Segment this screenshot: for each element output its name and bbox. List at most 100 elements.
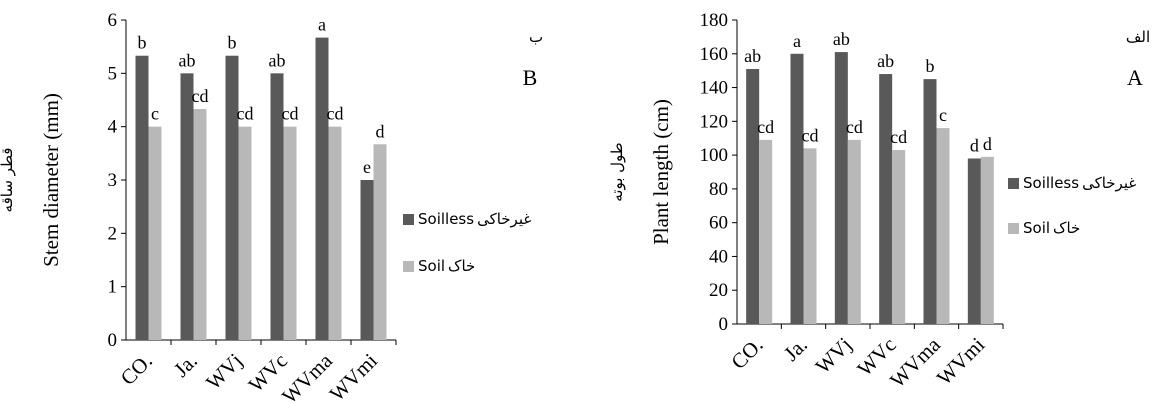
y-tick-label: 0 [719, 314, 729, 335]
bar-soil [759, 139, 773, 324]
significance-label: cd [890, 127, 907, 147]
legend-label-persian: غیرخاکی [477, 210, 531, 228]
significance-label: ab [269, 50, 286, 70]
bar-soil [803, 148, 817, 324]
significance-label: a [793, 31, 801, 51]
legend-label-persian: خاک [448, 257, 475, 275]
legend-label-english: Soilless [1023, 174, 1079, 192]
legend-item-soil: Soil خاک [1008, 219, 1080, 237]
significance-label: b [138, 33, 147, 53]
significance-label: a [318, 15, 326, 35]
legend-swatch [1008, 178, 1019, 189]
legend-label-english: Soilless [418, 210, 474, 228]
legend-label: Soilless غیرخاکی [418, 210, 531, 228]
bar-soilless [923, 79, 937, 324]
significance-label: c [151, 104, 159, 124]
y-tick-label: 140 [700, 78, 729, 99]
y-tick-label: 100 [700, 145, 729, 166]
significance-label: e [363, 157, 371, 177]
bar-soil [238, 126, 252, 341]
legend-label-persian: غیرخاکی [1082, 174, 1136, 192]
bar-soilless [834, 52, 848, 324]
x-tick-label: CO. [726, 333, 767, 374]
significance-label: ab [179, 50, 196, 70]
legend-label-persian: خاک [1053, 219, 1080, 237]
legend-label-english: Soil [418, 257, 445, 275]
legend-item-soil: Soil خاک [403, 257, 475, 275]
bar-soilless [790, 53, 804, 325]
legend-swatch [1008, 223, 1019, 234]
significance-label: cd [846, 117, 863, 137]
significance-label: cd [282, 104, 299, 124]
legend-swatch [403, 261, 414, 272]
x-tick-label: WVmi [325, 348, 383, 403]
chart-panel-b: 0123456bcCO.abcdJa.bcdWVjabcdWVcacdWVmae… [0, 10, 543, 403]
bar-soil [936, 128, 950, 324]
legend-item-soilless: Soilless غیرخاکی [403, 210, 531, 228]
x-tick-label: WVj [201, 349, 247, 395]
y-axis-label-persian: قطر ساقه [0, 148, 16, 213]
panel-letter: B [523, 65, 538, 90]
bar-soilless [180, 73, 194, 340]
bar-soilless [270, 73, 284, 340]
legend-swatch [403, 214, 414, 225]
legend-item-soilless: Soilless غیرخاکی [1008, 174, 1136, 192]
chart-panel-a: 020406080100120140160180abcdCO.acdJa.abc… [608, 10, 1150, 392]
bar-soil [283, 126, 297, 341]
bar-soilless [360, 180, 374, 340]
significance-label: cd [192, 86, 209, 106]
panel-letter-persian: الف [1126, 28, 1150, 46]
legend-label: Soil خاک [1023, 219, 1080, 237]
x-tick-label: WVmi [932, 332, 990, 390]
legend-label: Soilless غیرخاکی [1023, 174, 1136, 192]
panel-letter-persian: ب [529, 28, 543, 46]
significance-label: cd [802, 125, 819, 145]
significance-label: cd [327, 104, 344, 124]
bar-soilless [225, 55, 239, 340]
significance-label: ab [877, 51, 894, 71]
legend-label: Soil خاک [418, 257, 475, 275]
bar-soil [980, 156, 994, 324]
significance-label: ab [833, 29, 850, 49]
legend-label-english: Soil [1023, 219, 1050, 237]
significance-label: d [376, 121, 385, 141]
y-tick-label: 6 [108, 10, 118, 31]
y-tick-label: 1 [108, 277, 118, 298]
bar-soil [193, 109, 207, 340]
bar-soil [847, 139, 861, 324]
x-tick-label: Ja. [779, 333, 812, 366]
bar-soilless [315, 37, 329, 340]
significance-label: cd [237, 104, 254, 124]
x-tick-label: WVma [885, 332, 945, 392]
y-tick-label: 3 [108, 170, 118, 191]
y-axis-label: Stem diameter (mm) [39, 93, 63, 267]
y-tick-label: 120 [700, 111, 729, 132]
bar-soilless [879, 74, 893, 325]
bar-soilless [135, 55, 149, 340]
y-tick-label: 40 [709, 246, 728, 267]
bar-soil [892, 150, 906, 324]
significance-label: d [970, 135, 979, 155]
y-tick-label: 180 [700, 10, 729, 31]
significance-label: b [926, 56, 935, 76]
y-tick-label: 0 [108, 330, 118, 351]
y-axis-label: Plant length (cm) [649, 99, 673, 245]
significance-label: c [939, 105, 947, 125]
x-tick-label: Ja. [169, 349, 202, 382]
significance-label: b [228, 33, 237, 53]
bar-soil [328, 126, 342, 341]
bar-soil [373, 144, 387, 340]
x-tick-label: CO. [116, 349, 157, 390]
y-tick-label: 160 [700, 44, 729, 65]
y-tick-label: 60 [709, 213, 728, 234]
y-tick-label: 20 [709, 280, 728, 301]
panel-letter: A [1127, 65, 1143, 90]
x-tick-label: WVj [811, 333, 857, 379]
bar-soilless [746, 68, 760, 324]
y-tick-label: 4 [108, 117, 118, 138]
y-axis-label-persian: طول بوته [608, 142, 626, 202]
x-tick-label: WVma [277, 348, 337, 403]
significance-label: d [983, 134, 992, 154]
y-tick-label: 80 [709, 179, 728, 200]
